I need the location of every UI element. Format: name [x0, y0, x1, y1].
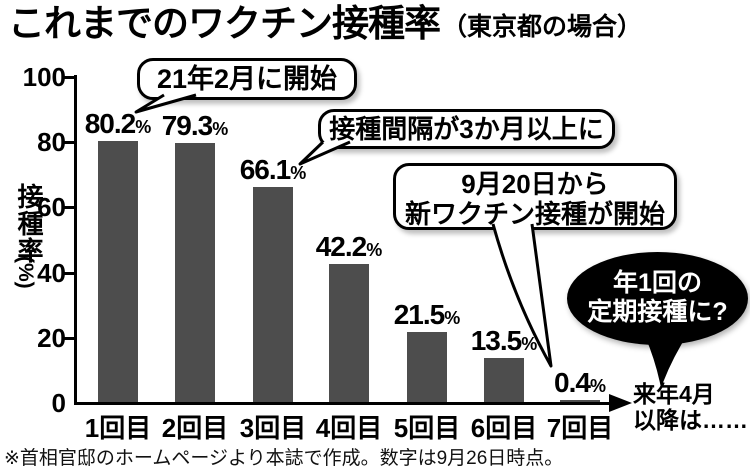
x-axis-label-3回目: 3回目 [239, 413, 307, 443]
y-tick-label: 60 [37, 192, 66, 222]
y-tick [63, 272, 75, 275]
callout-start-feb2021: 21年2月に開始 [137, 58, 357, 100]
bar-value-number: 66.1 [239, 154, 291, 185]
bar-value-label: 79.3% [145, 110, 245, 142]
x-axis-label-5回目: 5回目 [393, 413, 461, 443]
y-tick [63, 76, 75, 79]
bar-value-number: 13.5 [470, 325, 522, 356]
x-axis-line [74, 402, 614, 405]
x-axis-label-6回目: 6回目 [470, 413, 538, 443]
callout-new-vaccine-line2: 新ワクチン接種が開始 [404, 199, 665, 229]
bar-value-number: 80.2 [84, 108, 136, 139]
future-note: 来年4月 以降は…… [633, 381, 748, 433]
source-footnote: ※首相官邸のホームページより本誌で作成。数字は9月26日時点。 [4, 448, 564, 469]
callout-annual-vaccination: 年1回の 定期接種に? [567, 252, 748, 345]
y-tick-label: 0 [51, 388, 66, 418]
callout-interval-3months: 接種間隔が3か月以上に [318, 109, 615, 149]
bar-value-number: 42.2 [315, 231, 367, 262]
x-axis-label-4回目: 4回目 [315, 413, 383, 443]
bar-value-label: 66.1% [223, 154, 323, 186]
y-axis-line [74, 75, 77, 405]
title-main: これまでのワクチン接種率 [8, 3, 441, 44]
y-tick-label: 80 [37, 127, 66, 157]
x-axis-label-1回目: 1回目 [84, 413, 152, 443]
callout-new-vaccine-sep20: 9月20日から 新ワクチン接種が開始 [393, 163, 677, 230]
y-tick-label: 20 [37, 323, 66, 353]
bar-value-label: 0.4% [530, 367, 630, 399]
bar-6回目 [484, 358, 524, 402]
bar-value-percent-sign: % [212, 119, 229, 139]
y-axis-unit-percent: (%) [14, 256, 37, 289]
y-tick-label: 100 [22, 62, 66, 92]
title-note: （東京都の場合） [442, 13, 643, 41]
bar-7回目 [560, 400, 600, 402]
bar-value-percent-sign: % [366, 240, 383, 260]
y-tick-label: 40 [37, 258, 66, 288]
bar-5回目 [407, 332, 447, 402]
bar-value-number: 79.3 [161, 110, 213, 141]
future-note-line2: 以降は…… [633, 407, 748, 433]
x-axis-label-2回目: 2回目 [161, 413, 229, 443]
y-tick [63, 337, 75, 340]
x-axis-label-7回目: 7回目 [546, 413, 614, 443]
bar-value-label: 80.2% [68, 108, 168, 140]
bar-value-percent-sign: % [521, 334, 538, 354]
bar-value-label: 42.2% [299, 231, 399, 263]
future-note-line1: 来年4月 [633, 381, 715, 407]
callout-annual-line1: 年1回の [613, 269, 702, 297]
bar-value-percent-sign: % [135, 117, 152, 137]
page-title: これまでのワクチン接種率 （東京都の場合） [8, 3, 642, 45]
bar-value-label: 13.5% [454, 325, 554, 357]
bar-value-number: 21.5 [393, 299, 445, 330]
bar-1回目 [98, 141, 138, 402]
callout-annual-line2: 定期接種に? [587, 298, 728, 326]
bar-value-label: 21.5% [377, 299, 477, 331]
bar-value-number: 0.4 [554, 367, 591, 398]
bar-4回目 [329, 264, 369, 402]
bar-value-percent-sign: % [290, 163, 307, 183]
bar-2回目 [175, 143, 215, 402]
bar-value-percent-sign: % [444, 308, 461, 328]
bar-value-percent-sign: % [589, 376, 606, 396]
y-axis-label: 接種率 [14, 183, 44, 264]
y-tick [63, 141, 75, 144]
bar-3回目 [253, 187, 293, 402]
y-tick [63, 206, 75, 209]
callout-new-vaccine-line1: 9月20日から [461, 169, 609, 199]
